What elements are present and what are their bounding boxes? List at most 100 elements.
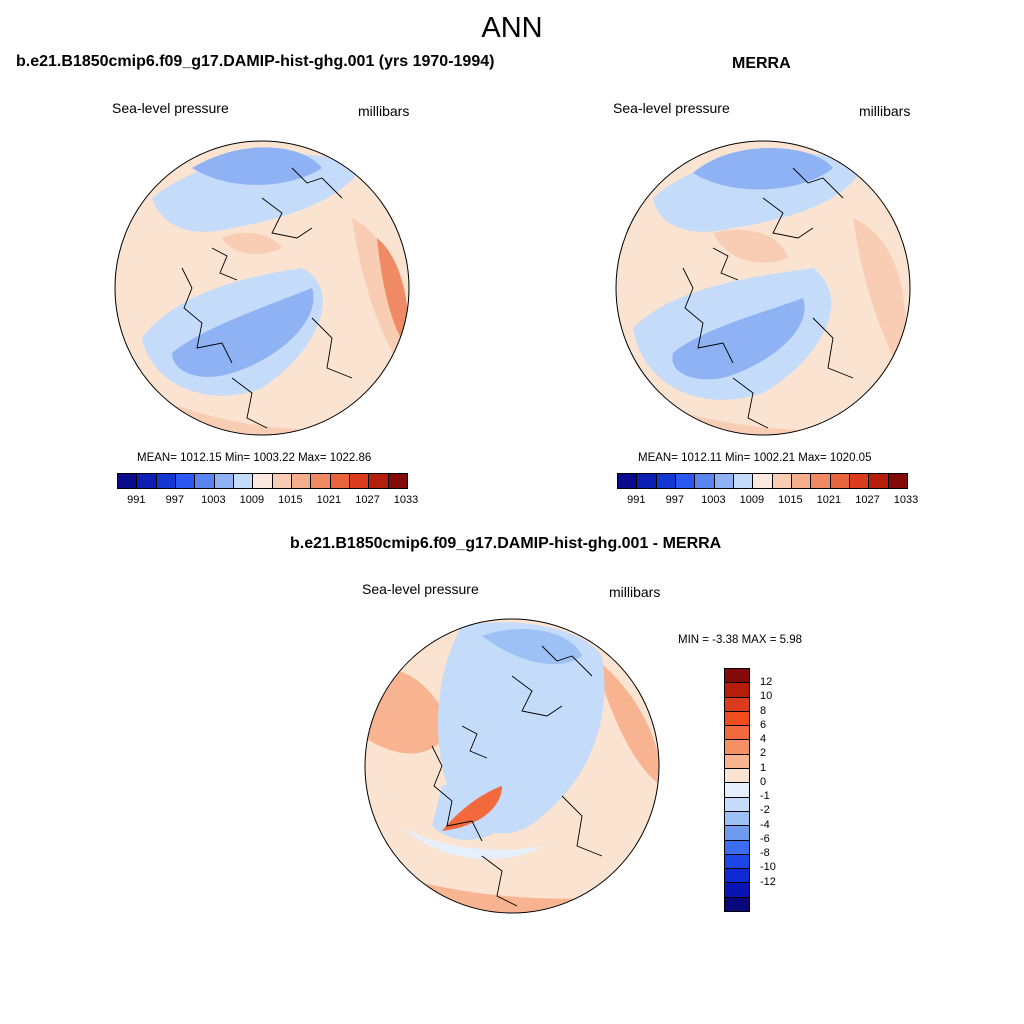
colorbar-tick-label: 1021 <box>316 494 342 506</box>
colorbar-swatch <box>637 474 657 488</box>
colorbar-swatch <box>869 474 889 488</box>
panel1-units-label: millibars <box>358 103 410 119</box>
colorbar-swatch <box>725 811 749 827</box>
colorbar-swatch <box>253 474 273 488</box>
colorbar-tick-label: -8 <box>760 847 770 860</box>
panel3-minmax: MIN = -3.38 MAX = 5.98 <box>678 634 803 646</box>
colorbar-tick-label: 1003 <box>701 494 726 506</box>
colorbar-swatch <box>830 474 850 488</box>
colorbar-swatch <box>388 474 407 488</box>
colorbar-swatch <box>725 769 749 784</box>
colorbar-tick-label: 1027 <box>855 494 880 506</box>
colorbar-tick-label: 1033 <box>393 494 419 506</box>
colorbar-tick-label: 1027 <box>355 494 380 506</box>
colorbar-swatch <box>695 474 715 488</box>
colorbar-swatch <box>195 474 215 488</box>
colorbar-tick-label: 0 <box>760 775 767 788</box>
panel2-title: MERRA <box>732 55 791 72</box>
colorbar-tick-label: 1 <box>760 761 767 774</box>
colorbar-swatch <box>753 474 773 488</box>
colorbar-tick-label: 8 <box>760 704 767 717</box>
colorbar-swatch <box>811 474 831 488</box>
colorbar-swatch <box>233 474 254 488</box>
panel1-colorbar-labels: 991 997 1003 1009 1015 1021 1027 1033 <box>117 494 418 508</box>
colorbar-swatch <box>725 754 749 770</box>
colorbar-tick-label: -10 <box>760 861 776 874</box>
colorbar-tick-label: 1009 <box>739 494 765 506</box>
colorbar-tick-label: -2 <box>760 804 770 817</box>
colorbar-swatch <box>214 474 234 488</box>
colorbar-tick-label: 997 <box>165 494 184 506</box>
colorbar-swatch <box>725 883 749 898</box>
panel2-variable-label: Sea-level pressure <box>613 100 730 116</box>
colorbar-swatch <box>772 474 792 488</box>
colorbar-swatch <box>725 711 749 727</box>
colorbar-swatch <box>330 474 350 488</box>
colorbar-swatch <box>725 854 749 870</box>
colorbar-swatch <box>725 897 749 912</box>
colorbar-swatch <box>725 869 749 884</box>
colorbar-swatch <box>725 726 749 741</box>
panel2-stats: MEAN= 1012.11 Min= 1002.21 Max= 1020.05 <box>638 452 872 464</box>
colorbar-swatch <box>725 797 749 812</box>
panel3-colorbar-labels: 12 10 8 6 4 2 1 0 -1 -2 -4 -6 -8 -10 -12 <box>760 668 800 910</box>
panel1-colorbar <box>117 473 408 489</box>
panel3-polar-map <box>364 618 660 914</box>
panel1-variable-label: Sea-level pressure <box>112 100 229 116</box>
colorbar-swatch <box>369 474 389 488</box>
panel1-stats: MEAN= 1012.15 Min= 1003.22 Max= 1022.86 <box>137 452 372 464</box>
colorbar-swatch <box>888 474 907 488</box>
colorbar-swatch <box>725 740 749 755</box>
figure-title: ANN <box>481 12 543 44</box>
colorbar-tick-label: 4 <box>760 733 767 746</box>
colorbar-swatch <box>733 474 754 488</box>
colorbar-tick-label: 1015 <box>278 494 303 506</box>
colorbar-tick-label: 1015 <box>778 494 803 506</box>
panel3-units-label: millibars <box>609 584 661 600</box>
panel2-colorbar-labels: 991 997 1003 1009 1015 1021 1027 1033 <box>617 494 918 508</box>
colorbar-swatch <box>156 474 176 488</box>
colorbar-swatch <box>725 683 749 698</box>
colorbar-swatch <box>118 474 138 488</box>
panel2-units-label: millibars <box>859 103 911 119</box>
panel2-colorbar <box>617 473 908 489</box>
panel2-polar-map <box>615 140 911 436</box>
colorbar-tick-label: -4 <box>760 818 770 831</box>
colorbar-swatch <box>725 697 749 712</box>
colorbar-swatch <box>272 474 292 488</box>
panel1-title: b.e21.B1850cmip6.f09_g17.DAMIP-hist-ghg.… <box>16 53 495 70</box>
colorbar-tick-label: -12 <box>760 875 776 888</box>
colorbar-tick-label: 991 <box>127 494 146 506</box>
panel3-variable-label: Sea-level pressure <box>362 581 479 597</box>
colorbar-tick-label: 1033 <box>893 494 919 506</box>
colorbar-swatch <box>791 474 812 488</box>
panel1-polar-map <box>114 140 410 436</box>
colorbar-tick-label: 997 <box>665 494 684 506</box>
panel3-colorbar <box>724 668 750 912</box>
panel3-title: b.e21.B1850cmip6.f09_g17.DAMIP-hist-ghg.… <box>290 535 722 552</box>
colorbar-tick-label: -1 <box>760 790 770 803</box>
colorbar-swatch <box>725 840 749 855</box>
colorbar-swatch <box>675 474 696 488</box>
colorbar-swatch <box>137 474 157 488</box>
colorbar-tick-label: 991 <box>627 494 646 506</box>
colorbar-swatch <box>291 474 312 488</box>
colorbar-swatch <box>618 474 638 488</box>
colorbar-swatch <box>311 474 331 488</box>
colorbar-swatch <box>725 826 749 841</box>
colorbar-swatch <box>175 474 196 488</box>
colorbar-tick-label: 12 <box>760 676 773 689</box>
colorbar-swatch <box>714 474 734 488</box>
colorbar-swatch <box>725 783 749 798</box>
colorbar-swatch <box>725 669 749 684</box>
colorbar-swatch <box>849 474 870 488</box>
colorbar-tick-label: 1009 <box>239 494 265 506</box>
colorbar-tick-label: 2 <box>760 747 767 760</box>
colorbar-tick-label: 6 <box>760 718 767 731</box>
colorbar-tick-label: -6 <box>760 832 770 845</box>
colorbar-tick-label: 1003 <box>201 494 226 506</box>
colorbar-swatch <box>656 474 676 488</box>
colorbar-tick-label: 1021 <box>816 494 842 506</box>
colorbar-swatch <box>349 474 370 488</box>
colorbar-tick-label: 10 <box>760 690 773 703</box>
